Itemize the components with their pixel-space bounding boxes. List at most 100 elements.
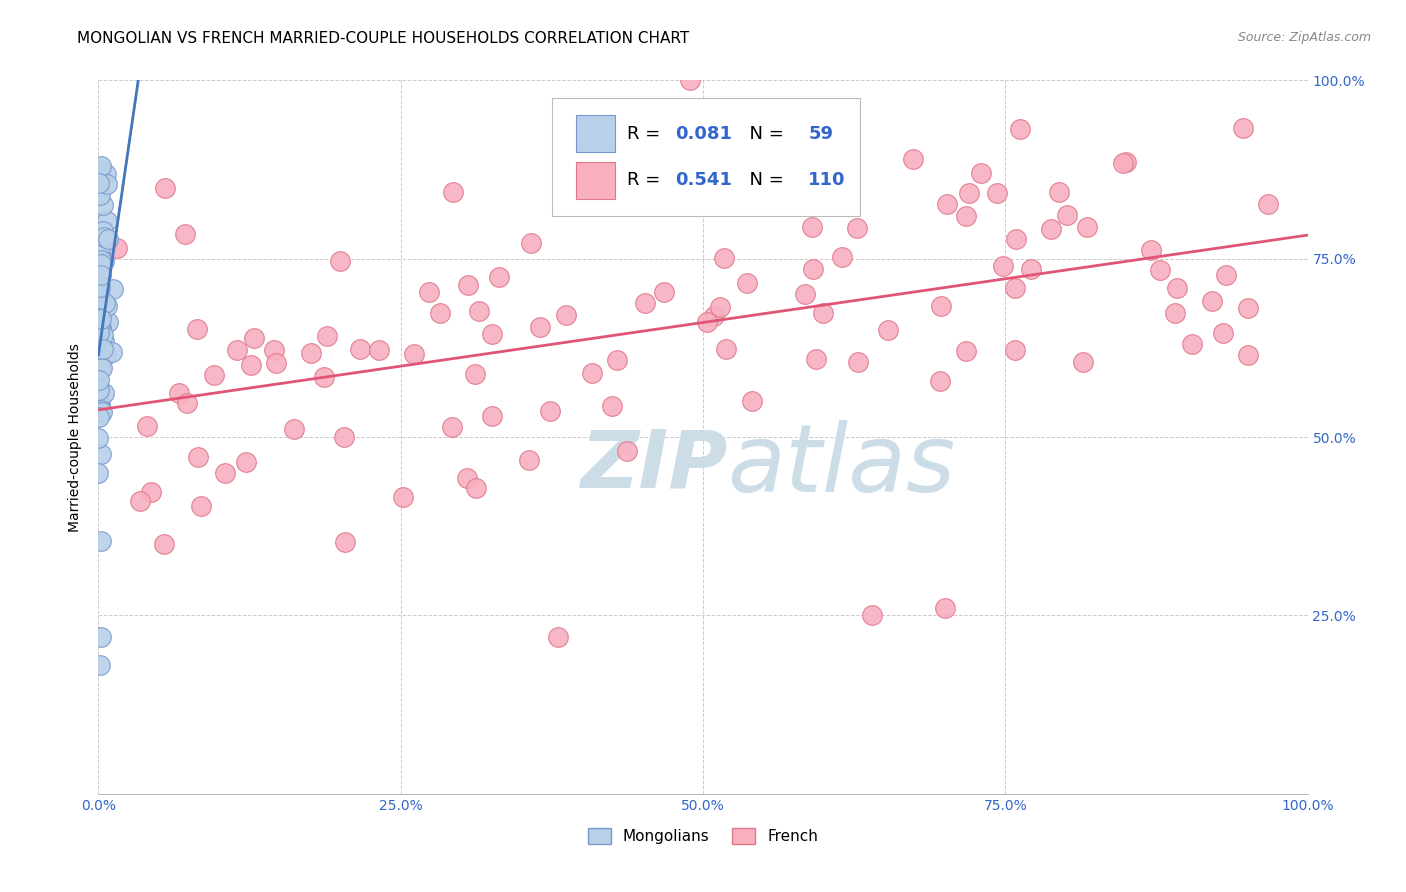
Point (831, 250, 853, 264)
Point (96, 299, 118, 313)
Point (89, 297, 111, 311)
Point (1004, 281, 1026, 295)
Point (1215, 268, 1237, 282)
Point (955, 343, 977, 358)
Point (1181, 337, 1204, 351)
Point (1071, 355, 1094, 369)
Point (929, 299, 952, 313)
Point (616, 443, 638, 458)
Point (681, 120, 703, 134)
Text: R =: R = (627, 125, 666, 143)
Point (1040, 222, 1063, 236)
Point (957, 186, 980, 200)
Point (87, 384, 110, 398)
Point (804, 351, 827, 366)
Point (91, 198, 114, 212)
Point (679, 73, 702, 87)
Point (1112, 156, 1135, 170)
Point (136, 418, 159, 433)
Point (418, 285, 440, 300)
Point (89, 188, 111, 202)
Point (1237, 348, 1260, 362)
FancyBboxPatch shape (576, 115, 614, 153)
Point (1076, 220, 1098, 235)
Point (96, 177, 118, 191)
Point (93, 334, 115, 348)
Point (91, 361, 114, 376)
Point (547, 630, 569, 644)
Point (538, 404, 561, 418)
Point (529, 320, 551, 334)
Point (481, 409, 503, 423)
Point (90, 447, 112, 461)
Point (1164, 306, 1187, 320)
Text: 110: 110 (808, 171, 845, 189)
Text: N =: N = (738, 171, 790, 189)
Point (129, 494, 152, 508)
Point (936, 197, 959, 211)
FancyBboxPatch shape (576, 161, 614, 199)
Point (87, 326, 110, 340)
Point (91, 342, 114, 356)
Point (90, 630, 112, 644)
Point (1236, 301, 1258, 315)
Point (332, 430, 354, 444)
Point (517, 452, 540, 467)
Point (402, 347, 425, 361)
Point (465, 481, 488, 495)
Point (242, 331, 264, 345)
Point (928, 375, 950, 389)
Point (1005, 232, 1028, 246)
Point (312, 370, 335, 384)
Point (89, 402, 111, 417)
FancyBboxPatch shape (551, 98, 860, 216)
Point (264, 356, 287, 370)
Point (429, 306, 451, 320)
Point (991, 259, 1014, 273)
Point (186, 322, 208, 336)
Text: 0.081: 0.081 (675, 125, 733, 143)
Text: N =: N = (738, 125, 790, 143)
Point (94, 295, 117, 310)
Point (986, 186, 1008, 201)
Point (1166, 281, 1188, 295)
Point (1149, 262, 1171, 277)
Point (441, 185, 464, 199)
Text: 59: 59 (808, 125, 834, 143)
Point (1115, 155, 1137, 169)
Point (87, 466, 110, 480)
Point (89, 280, 111, 294)
Point (349, 342, 371, 356)
Point (709, 300, 731, 314)
Point (713, 251, 735, 265)
Point (329, 253, 352, 268)
Point (91, 224, 114, 238)
Point (392, 490, 415, 504)
Point (89, 404, 111, 418)
Text: Source: ZipAtlas.com: Source: ZipAtlas.com (1237, 31, 1371, 45)
Point (89, 409, 111, 424)
Point (1140, 243, 1163, 257)
Point (90, 343, 112, 357)
Point (468, 304, 491, 318)
Point (105, 241, 128, 255)
Point (90, 322, 112, 336)
Point (87, 320, 110, 334)
Point (226, 343, 249, 357)
Point (758, 171, 780, 186)
Y-axis label: Married-couple Households: Married-couple Households (69, 343, 83, 532)
Point (600, 399, 623, 413)
Point (333, 534, 356, 549)
Point (96, 214, 118, 228)
Point (90, 405, 112, 419)
Point (456, 471, 478, 485)
Point (464, 368, 486, 382)
Point (970, 166, 993, 180)
Point (89, 164, 111, 178)
Point (860, 608, 883, 623)
Point (190, 500, 212, 514)
Point (139, 485, 162, 500)
Point (955, 209, 977, 223)
Point (90, 257, 112, 271)
Point (1008, 121, 1031, 136)
